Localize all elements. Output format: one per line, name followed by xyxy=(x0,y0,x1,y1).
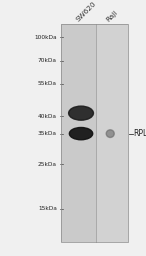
Text: 70kDa: 70kDa xyxy=(38,58,57,63)
Bar xyxy=(61,24,128,242)
Text: 15kDa: 15kDa xyxy=(38,206,57,211)
Text: 55kDa: 55kDa xyxy=(38,81,57,87)
Text: 40kDa: 40kDa xyxy=(38,114,57,119)
Bar xyxy=(96,24,128,242)
Text: 25kDa: 25kDa xyxy=(38,162,57,167)
Text: SW620: SW620 xyxy=(75,1,98,23)
Ellipse shape xyxy=(69,127,93,140)
Text: Raji: Raji xyxy=(105,9,118,23)
Ellipse shape xyxy=(69,106,93,120)
Text: 35kDa: 35kDa xyxy=(38,131,57,136)
Text: RPL5: RPL5 xyxy=(134,129,146,138)
Ellipse shape xyxy=(106,130,114,137)
Bar xyxy=(61,24,96,242)
Text: 100kDa: 100kDa xyxy=(34,35,57,40)
